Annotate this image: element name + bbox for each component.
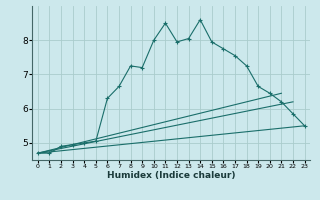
- X-axis label: Humidex (Indice chaleur): Humidex (Indice chaleur): [107, 171, 236, 180]
